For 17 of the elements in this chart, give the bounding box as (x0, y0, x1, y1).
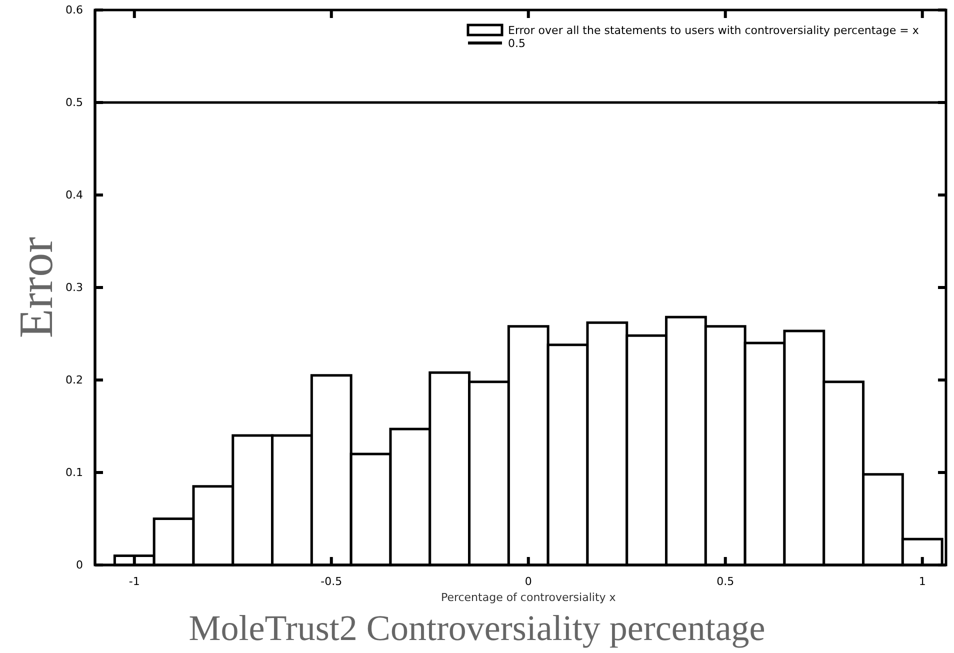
x-tick-label: 1 (918, 574, 926, 588)
y-tick-label: 0.5 (66, 96, 83, 110)
x-tick-label: 0 (524, 574, 532, 588)
y-axis-title: Error (10, 236, 63, 338)
y-tick-label: 0 (76, 558, 83, 572)
legend-label: Error over all the statements to users with controversiality percentage = x (508, 24, 920, 37)
legend-label: 0.5 (508, 37, 526, 50)
y-tick-label: 0.4 (66, 188, 83, 202)
y-tick-label: 0.2 (66, 374, 83, 387)
y-tick-label: 0.3 (66, 281, 83, 294)
y-tick-label: 0.1 (66, 466, 83, 480)
x-axis-title: MoleTrust2 Controversiality percentage (188, 608, 766, 648)
y-tick-label: 0.6 (66, 4, 83, 17)
x-tick-label: 0.5 (716, 574, 734, 588)
text: Percentage of controversiality x (440, 591, 616, 604)
x-tick-label: -1 (128, 574, 140, 588)
x-tick-label: -0.5 (320, 574, 342, 588)
